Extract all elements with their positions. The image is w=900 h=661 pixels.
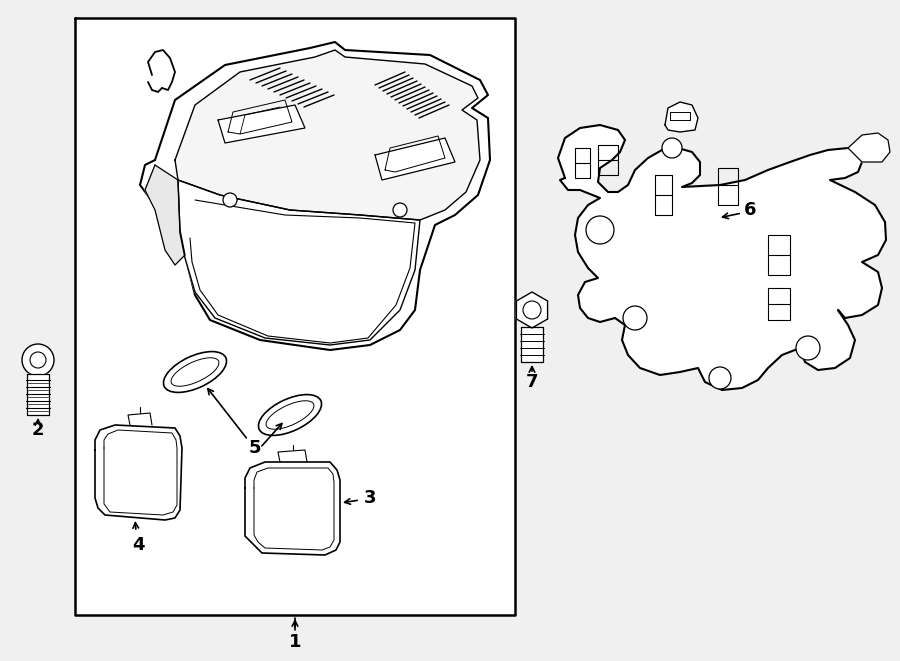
Polygon shape <box>27 374 49 415</box>
Polygon shape <box>145 165 185 265</box>
Circle shape <box>709 367 731 389</box>
Polygon shape <box>75 18 515 615</box>
Circle shape <box>662 138 682 158</box>
Ellipse shape <box>164 352 227 393</box>
Text: 7: 7 <box>526 373 538 391</box>
Polygon shape <box>178 180 420 345</box>
Polygon shape <box>558 125 886 390</box>
Text: 1: 1 <box>289 633 302 651</box>
Circle shape <box>586 216 614 244</box>
Ellipse shape <box>266 401 314 429</box>
Polygon shape <box>517 292 547 328</box>
Circle shape <box>523 301 541 319</box>
Circle shape <box>393 203 407 217</box>
Circle shape <box>623 306 647 330</box>
Ellipse shape <box>258 395 321 436</box>
Circle shape <box>796 336 820 360</box>
Circle shape <box>223 193 237 207</box>
Ellipse shape <box>171 358 219 386</box>
Circle shape <box>22 344 54 376</box>
Polygon shape <box>245 462 340 555</box>
Polygon shape <box>175 50 480 220</box>
Polygon shape <box>218 105 305 143</box>
Text: 5: 5 <box>248 439 261 457</box>
Polygon shape <box>521 327 543 362</box>
Text: 4: 4 <box>131 536 144 554</box>
Polygon shape <box>375 138 455 180</box>
Polygon shape <box>95 425 182 520</box>
Text: 2: 2 <box>32 421 44 439</box>
Text: 3: 3 <box>364 489 376 507</box>
Polygon shape <box>665 102 698 132</box>
Polygon shape <box>140 42 490 350</box>
Text: 6: 6 <box>743 201 756 219</box>
Polygon shape <box>848 133 890 162</box>
